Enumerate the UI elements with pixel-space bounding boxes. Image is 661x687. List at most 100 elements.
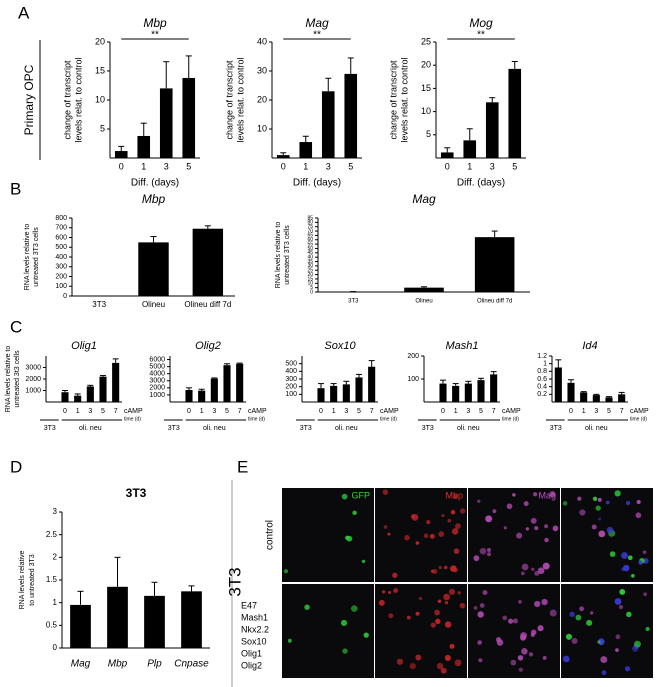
cell	[409, 663, 416, 670]
error-bar	[112, 358, 119, 363]
cell	[448, 588, 456, 595]
cell	[342, 648, 348, 654]
x-note: time (d)	[124, 416, 141, 422]
x-tick-label: Mag	[71, 659, 91, 670]
row-label: Olig1	[241, 648, 262, 658]
error-bar	[224, 363, 230, 366]
y-axis-label: untreated 3t3 cells	[14, 350, 21, 408]
x-tick-label: Olineu	[142, 300, 165, 309]
y-tick-label: 400	[55, 254, 67, 261]
x-note: cAMP	[248, 408, 267, 415]
cell	[592, 496, 598, 501]
cell	[473, 555, 480, 562]
error-bar	[465, 380, 472, 384]
x-tick-label: 5	[607, 408, 611, 415]
micrograph	[561, 584, 653, 678]
chart-title: Mag	[412, 192, 436, 206]
chart-title: Sox10	[324, 340, 356, 352]
cell	[429, 533, 435, 539]
bar	[61, 392, 69, 402]
group-label: 3T3	[422, 425, 434, 432]
y-tick-label: 65	[307, 233, 313, 239]
error-bar	[186, 387, 192, 390]
error-bar	[478, 377, 484, 381]
cell	[643, 558, 649, 564]
y-tick-label: 1	[543, 361, 547, 368]
cell	[597, 640, 601, 644]
cell	[455, 523, 461, 530]
x-tick-label: Olineu diff 7d	[184, 300, 231, 309]
group-label: oli. neu	[79, 425, 102, 432]
cell	[283, 569, 289, 574]
y-tick-label: 0.5	[46, 620, 58, 629]
y-tick-label: 25	[307, 268, 313, 274]
cell	[619, 589, 626, 595]
cell	[518, 667, 523, 672]
bar	[355, 377, 363, 402]
y-tick-label: 400	[285, 368, 297, 375]
x-tick-label: 0	[569, 408, 573, 415]
x-tick-label: 1	[332, 408, 336, 415]
cell	[562, 501, 568, 506]
cell	[415, 611, 420, 616]
y-axis-label: levels relat. to control	[399, 57, 409, 142]
bar	[464, 383, 472, 402]
cell	[600, 656, 608, 664]
cell	[544, 537, 549, 543]
cell	[569, 611, 575, 618]
error-bar	[188, 585, 195, 592]
cell	[537, 625, 544, 632]
error-bar	[421, 286, 427, 288]
error-bar	[236, 362, 243, 364]
cell	[440, 667, 447, 674]
x-note: time (d)	[502, 416, 519, 422]
cell	[444, 654, 451, 661]
y-tick-label: 15	[95, 65, 105, 75]
group-label: oli. neu	[457, 425, 480, 432]
y-tick-label: 3000	[149, 378, 165, 385]
bar	[137, 135, 151, 158]
error-bar	[185, 55, 192, 78]
y-axis-label: levels relat. to control	[235, 57, 245, 142]
bar	[508, 68, 522, 158]
cell	[341, 493, 348, 500]
y-tick-label: 5	[426, 129, 431, 139]
x-tick-label: 5	[186, 161, 191, 171]
x-tick-label: 1	[467, 161, 472, 171]
cell	[638, 560, 643, 565]
y-tick-label: 10	[95, 94, 105, 104]
bar	[490, 374, 498, 402]
cell	[605, 500, 610, 505]
error-bar	[555, 359, 562, 368]
cell	[537, 567, 545, 575]
cell	[434, 609, 440, 616]
bar	[185, 389, 193, 402]
side-label: 3T3	[225, 567, 244, 596]
cell	[444, 601, 449, 605]
cell	[415, 541, 420, 545]
cell	[520, 571, 525, 576]
cell	[453, 548, 460, 554]
error-bar	[318, 383, 324, 389]
x-tick-label: 3	[88, 408, 92, 415]
y-tick-label: 60	[307, 237, 313, 243]
cell	[477, 611, 484, 618]
y-tick-label: 35	[307, 259, 313, 265]
panel-letter: A	[18, 3, 30, 22]
x-note: time (d)	[248, 416, 265, 422]
y-tick-label: 100	[55, 283, 67, 290]
row-label: Mash1	[241, 612, 268, 622]
cell	[381, 590, 386, 594]
cell	[459, 508, 466, 514]
cell	[601, 670, 607, 676]
cell	[635, 512, 642, 519]
bar	[114, 151, 128, 158]
x-tick-label: 7	[620, 408, 624, 415]
x-axis-label: Diff. (days)	[457, 178, 505, 189]
error-bar	[118, 145, 125, 152]
error-bar	[325, 77, 332, 92]
y-axis-label: RNA levels relative	[19, 551, 26, 610]
chart-title: Id4	[582, 340, 597, 352]
x-tick-label: 3T3	[348, 299, 359, 305]
x-tick-label: Plp	[147, 659, 162, 670]
